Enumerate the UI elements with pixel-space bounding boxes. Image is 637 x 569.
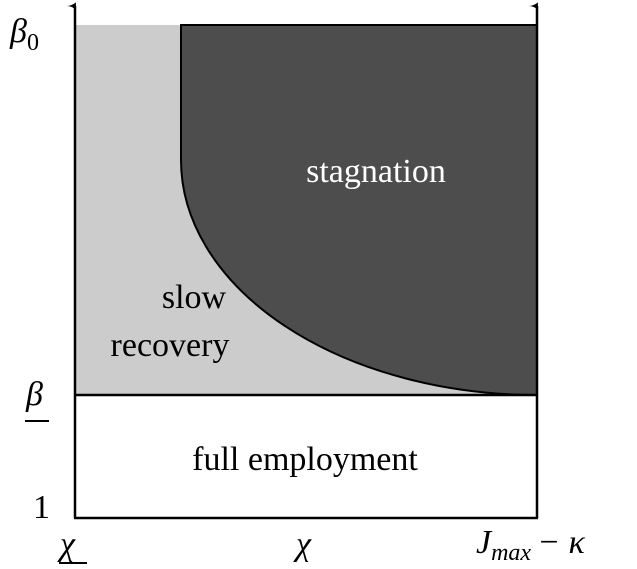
x-right-label: Jmax − κ <box>476 524 586 566</box>
full-employment-label: full employment <box>192 441 418 478</box>
x-left-label: χ <box>57 526 76 563</box>
full-employment-region <box>75 395 537 518</box>
slow-recovery-label: recovery <box>111 327 230 364</box>
y-bottom-label: 1 <box>33 489 50 526</box>
y-middle-label: β <box>25 376 43 413</box>
stagnation-label: stagnation <box>306 153 446 190</box>
slow-recovery-label: slow <box>162 279 227 316</box>
x-middle-label: χ <box>293 526 312 563</box>
y-top-label: β0 <box>9 13 39 56</box>
stagnation-region <box>180 24 538 397</box>
